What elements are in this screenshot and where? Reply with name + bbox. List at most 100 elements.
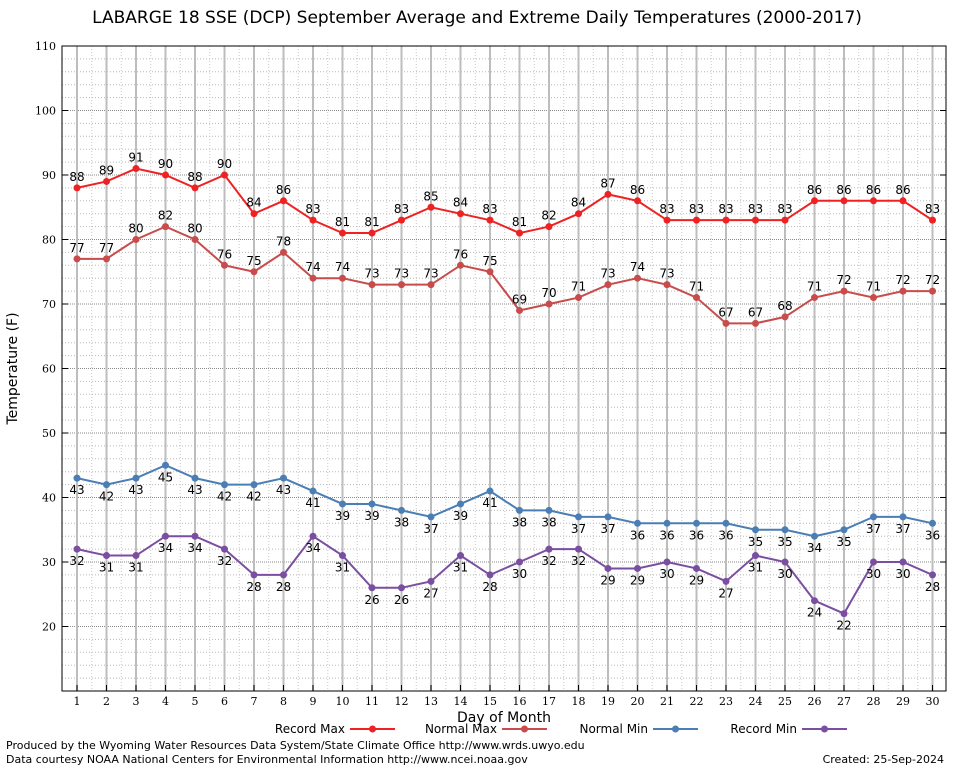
data-label: 36 [630,528,645,542]
y-tick-label: 30 [42,556,56,569]
data-point [221,481,228,489]
data-label: 36 [659,528,674,542]
data-label: 30 [895,567,910,581]
x-tick-label: 30 [926,695,940,708]
data-point [309,274,317,282]
data-point [870,197,877,205]
data-label: 87 [600,176,615,190]
data-label: 81 [512,215,527,229]
data-point [604,564,612,572]
data-label: 31 [453,561,468,575]
x-tick-label: 29 [896,695,910,708]
data-point [811,597,818,605]
data-label: 35 [777,535,792,549]
data-point [132,236,140,243]
footer-producer: Produced by the Wyoming Water Resources … [6,739,585,752]
data-point [634,197,641,205]
data-label: 86 [836,183,851,197]
data-point [693,564,700,572]
legend-item: Normal Min [579,722,698,736]
data-point [486,216,494,224]
data-label: 84 [571,196,586,210]
x-tick-label: 3 [133,695,140,708]
data-label: 86 [866,183,881,197]
data-point [840,197,848,205]
data-point [781,313,789,321]
data-point [191,532,199,540]
data-label: 70 [541,286,556,300]
data-label: 80 [128,222,143,236]
data-point [693,519,700,527]
data-point [663,216,671,224]
data-label: 27 [423,586,438,600]
data-label: 83 [394,202,409,216]
data-point [162,223,169,231]
data-label: 89 [99,163,114,177]
data-point [722,577,730,585]
data-label: 80 [187,222,202,236]
data-label: 37 [423,522,438,536]
series-line [76,167,934,235]
legend-item: Record Min [730,722,847,736]
series-record-min: 32 31 31 34 34 32 28 28 34 31 26 26 27 31 28 30 32 32 29 29… [69,532,940,633]
data-label: 83 [305,202,320,216]
data-label: 34 [807,541,822,555]
data-label: 42 [217,490,232,504]
x-tick-label: 11 [365,695,379,708]
data-label: 41 [482,496,497,510]
data-label: 30 [777,567,792,581]
y-tick-label: 100 [35,105,56,118]
x-tick-label: 8 [280,695,287,708]
data-label: 27 [718,586,733,600]
x-tick-label: 19 [601,695,615,708]
data-point [191,236,199,243]
data-label: 41 [305,496,320,510]
data-label: 34 [187,541,202,555]
data-point [663,281,671,289]
data-label: 86 [807,183,822,197]
data-point [427,577,435,585]
x-tick-label: 26 [808,695,822,708]
data-point [457,552,464,560]
x-tick-label: 4 [162,695,169,708]
x-tick-label: 23 [719,695,733,708]
x-tick-label: 5 [192,695,199,708]
data-point [575,294,582,302]
data-point [162,171,169,179]
x-tick-label: 13 [424,695,438,708]
data-label: 76 [453,247,468,261]
data-point [457,500,464,508]
data-point [280,248,287,256]
data-label: 83 [777,202,792,216]
data-label: 39 [453,509,468,523]
legend-marker [672,725,679,733]
series-normal-max: 77 77 80 82 80 76 75 78 74 74 73 73 73 76 75 69 70 71 73 74… [69,209,940,327]
data-label: 83 [748,202,763,216]
data-label: 74 [305,260,320,274]
data-point [368,584,376,592]
data-label: 32 [571,554,586,568]
x-tick-label: 20 [631,695,645,708]
data-label: 42 [99,490,114,504]
x-tick-label: 7 [251,695,258,708]
data-label: 83 [718,202,733,216]
data-label: 35 [836,535,851,549]
data-point [604,281,612,289]
x-tick-label: 27 [837,695,851,708]
data-point [693,294,700,302]
x-tick-label: 18 [572,695,586,708]
data-point [191,184,199,192]
data-label: 39 [335,509,350,523]
data-label: 28 [276,580,291,594]
data-point [73,184,81,192]
data-point [368,229,376,237]
data-label: 83 [689,202,704,216]
data-point [781,558,789,566]
data-point [840,526,848,534]
data-point [339,500,346,508]
y-axis-title: Temperature (F) [5,312,21,425]
data-point [516,558,523,566]
data-label: 22 [836,619,851,633]
data-label: 36 [689,528,704,542]
